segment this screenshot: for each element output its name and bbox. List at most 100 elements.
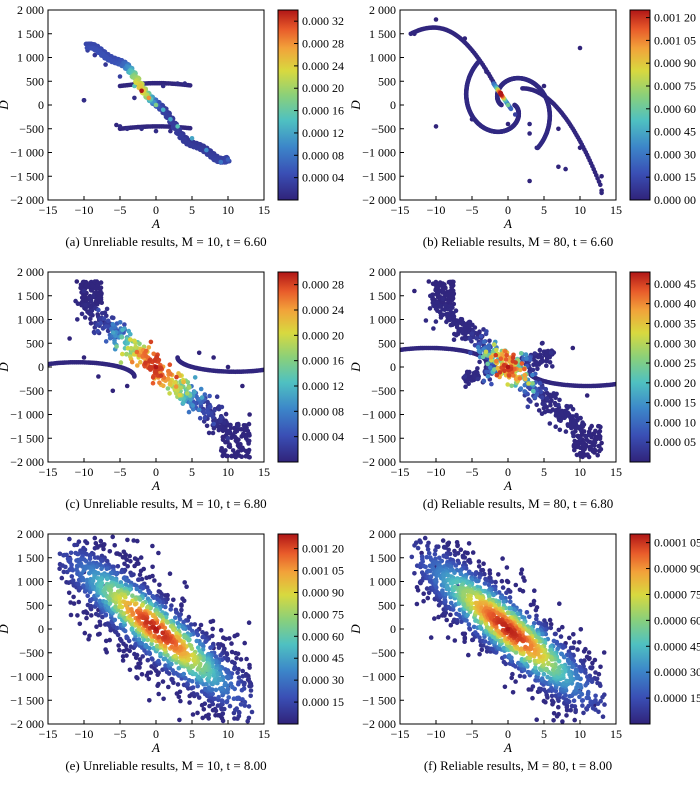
data-point: [242, 703, 248, 708]
data-point: [448, 612, 453, 618]
data-point: [206, 712, 211, 718]
data-point: [500, 585, 506, 590]
data-point: [198, 400, 203, 406]
data-point: [474, 336, 479, 341]
data-point: [199, 395, 205, 400]
data-point: [571, 420, 577, 426]
data-point: [234, 706, 239, 711]
data-point: [30, 365, 35, 370]
data-point: [189, 652, 195, 658]
colorbar-tick-label: 0.000 00: [654, 193, 696, 207]
data-point: [67, 536, 72, 542]
data-point: [103, 599, 109, 605]
data-point: [484, 329, 489, 334]
data-point: [241, 682, 247, 688]
data-point: [487, 571, 493, 576]
data-point: [109, 326, 114, 332]
data-point: [221, 451, 227, 456]
data-point: [451, 311, 456, 316]
data-point: [440, 538, 446, 543]
y-tick-label: 500: [378, 74, 396, 88]
data-point: [452, 638, 458, 643]
data-point: [479, 568, 484, 573]
data-point: [75, 569, 80, 574]
data-point: [189, 663, 195, 669]
data-point: [208, 404, 213, 409]
data-point: [535, 145, 540, 151]
data-point: [454, 618, 460, 623]
data-point: [584, 393, 590, 398]
data-point: [450, 296, 456, 301]
data-point: [110, 330, 116, 335]
data-point: [138, 359, 143, 365]
data-point: [427, 306, 433, 311]
data-point: [198, 622, 204, 628]
data-point: [513, 582, 519, 588]
data-point: [95, 632, 101, 637]
data-point: [117, 596, 123, 601]
data-point: [195, 632, 201, 638]
data-point: [61, 569, 67, 575]
data-point: [92, 555, 98, 560]
data-point: [212, 706, 218, 712]
data-point: [135, 538, 140, 544]
data-point: [240, 383, 245, 389]
data-point: [96, 374, 101, 379]
y-tick-label: 0: [38, 98, 44, 112]
data-point: [418, 539, 423, 545]
y-tick-label: −1 000: [362, 408, 396, 422]
y-tick-label: −500: [371, 384, 396, 398]
data-point: [64, 552, 69, 558]
colorbar-tick-label: 0.000 20: [302, 81, 344, 95]
data-point: [517, 376, 523, 381]
data-point: [476, 348, 482, 354]
data-point: [421, 591, 426, 596]
data-point: [95, 328, 101, 334]
data-point: [446, 316, 452, 321]
data-point: [223, 636, 228, 642]
x-tick-label: 5: [541, 203, 547, 217]
data-point: [113, 600, 119, 605]
y-tick-label: −2 000: [10, 193, 44, 207]
data-point: [48, 361, 51, 367]
data-point: [495, 365, 501, 371]
data-point: [150, 543, 155, 549]
data-point: [246, 438, 252, 444]
data-point: [537, 380, 543, 386]
data-point: [602, 702, 607, 707]
colorbar-tick-label: 0.000 45: [302, 651, 344, 665]
data-point: [440, 285, 445, 290]
data-point: [197, 415, 203, 421]
data-point: [91, 293, 96, 299]
data-point: [581, 649, 587, 654]
data-point: [210, 663, 215, 669]
data-point: [494, 372, 500, 378]
data-point: [500, 556, 505, 561]
data-point: [103, 612, 109, 617]
data-point: [498, 90, 504, 96]
data-point: [370, 358, 375, 363]
data-point: [488, 355, 494, 360]
data-point: [487, 338, 492, 344]
data-point: [151, 351, 156, 357]
colorbar-tick-label: 0.000 15: [654, 170, 696, 184]
data-point: [247, 665, 252, 670]
data-point: [101, 316, 107, 321]
data-point: [150, 380, 156, 386]
data-point: [76, 581, 81, 587]
data-point: [136, 352, 142, 358]
colorbar-tick-label: 0.000 04: [302, 430, 344, 444]
x-tick-label: −15: [39, 727, 58, 741]
data-point: [112, 543, 117, 548]
data-point: [175, 672, 181, 677]
data-point: [143, 643, 149, 648]
data-point: [448, 622, 454, 628]
data-point: [216, 427, 222, 433]
x-tick-label: −10: [75, 727, 94, 741]
data-point: [114, 122, 119, 128]
data-point: [120, 658, 126, 663]
data-point: [486, 345, 492, 351]
data-point: [435, 294, 441, 300]
